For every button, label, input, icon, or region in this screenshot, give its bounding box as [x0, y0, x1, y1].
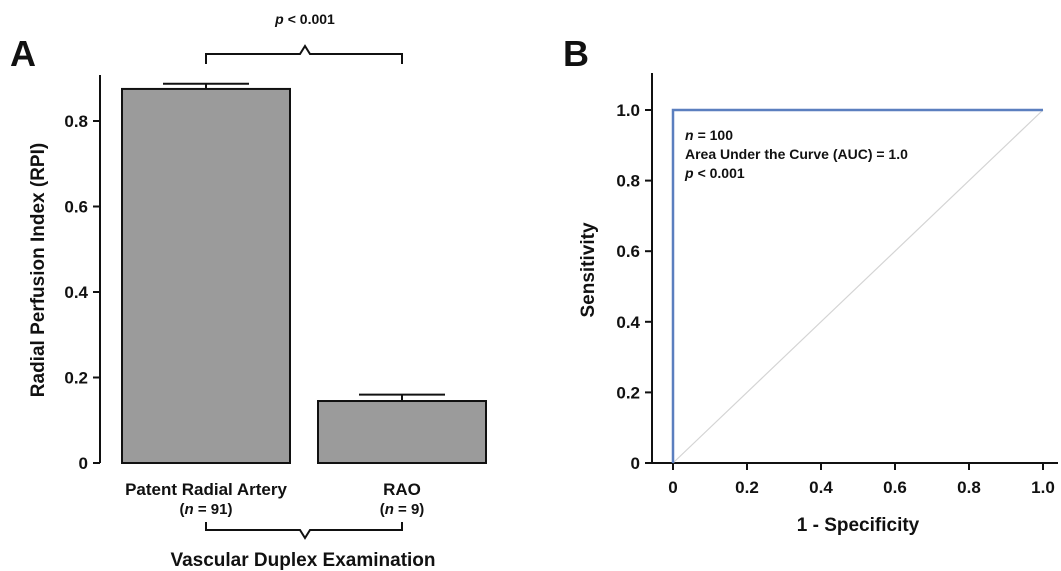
b-x-tick-label: 0.4 — [809, 478, 833, 497]
b-x-tick-label: 0 — [668, 478, 677, 497]
a-bars — [121, 82, 487, 465]
a-category-n-paren-open: ( — [180, 501, 185, 518]
roc-n-text: = 100 — [698, 127, 734, 143]
b-y-tick-label: 0.2 — [616, 383, 640, 402]
a-x-axis-title: Vascular Duplex Examination — [170, 550, 435, 571]
a-category-n-value: = 9) — [394, 501, 424, 518]
b-x-tick-label: 0.6 — [883, 478, 907, 497]
a-category-label: Patent Radial Artery — [125, 480, 287, 499]
significance-label: p < 0.001 — [274, 11, 335, 27]
a-y-tick-label: 0 — [79, 454, 88, 473]
significance-bracket — [205, 44, 403, 64]
significance-p-text: < 0.001 — [288, 11, 335, 27]
a-y-tick-label: 0.6 — [64, 198, 88, 217]
roc-p-text: < 0.001 — [698, 165, 745, 181]
panel-letter-a: A — [10, 33, 36, 74]
roc-annotation-n: n = 100 — [685, 127, 733, 143]
b-x-tick-label: 0.8 — [957, 478, 981, 497]
a-category-n-symbol: n — [385, 501, 394, 518]
reference-diagonal — [672, 109, 1044, 464]
a-category-n-paren-open: ( — [380, 501, 385, 518]
a-category-label: RAO — [383, 480, 421, 499]
a-y-tick-label: 0.8 — [64, 112, 88, 131]
b-x-tick-label: 1.0 — [1031, 478, 1055, 497]
roc-chart-panel: 0 0.2 0.4 0.6 0.8 1.0 0 0.2 0.4 0.6 0.8 1.0 Sensit… — [578, 73, 1058, 536]
a-y-tick-label: 0.4 — [64, 283, 88, 302]
roc-curve — [671, 108, 1043, 463]
roc-annotation-auc: Area Under the Curve (AUC) = 1.0 — [685, 146, 908, 162]
b-x-ticks: 0 0.2 0.4 0.6 0.8 1.0 — [668, 463, 1055, 497]
bar — [317, 400, 487, 465]
b-y-axis-title: Sensitivity — [578, 222, 599, 317]
a-category-n-symbol: n — [185, 501, 194, 518]
b-x-axis-title: 1 - Specificity — [797, 515, 920, 536]
b-x-tick-label: 0.2 — [735, 478, 759, 497]
b-y-tick-label: 0 — [631, 454, 640, 473]
panel-letter-b: B — [563, 33, 589, 74]
a-y-axis-title: Radial Perfusion Index (RPI) — [28, 143, 49, 397]
b-y-tick-label: 0.8 — [616, 172, 640, 191]
a-category-n: (n = 91) — [180, 501, 233, 518]
a-group-brace — [205, 522, 403, 540]
a-category-n-value: = 91) — [194, 501, 233, 518]
b-y-ticks: 0 0.2 0.4 0.6 0.8 1.0 — [616, 101, 652, 473]
b-series — [671, 108, 1044, 464]
a-y-ticks: 0 0.2 0.4 0.6 0.8 — [64, 112, 100, 473]
a-category-n: (n = 9) — [380, 501, 425, 518]
roc-n-symbol: n — [685, 127, 694, 143]
bar — [121, 87, 291, 464]
a-y-tick-label: 0.2 — [64, 369, 88, 388]
a-x-labels: Patent Radial Artery(n = 91)RAO(n = 9) — [125, 480, 424, 518]
significance-p-symbol: p — [274, 11, 284, 27]
roc-p-symbol: p — [684, 165, 694, 181]
b-y-tick-label: 0.6 — [616, 242, 640, 261]
roc-annotation-p: p < 0.001 — [684, 165, 745, 181]
b-y-tick-label: 1.0 — [616, 101, 640, 120]
b-y-tick-label: 0.4 — [616, 313, 640, 332]
bar-chart-panel: 00.20.40.60.8 Patent Radial Artery(n = 9… — [28, 11, 487, 571]
